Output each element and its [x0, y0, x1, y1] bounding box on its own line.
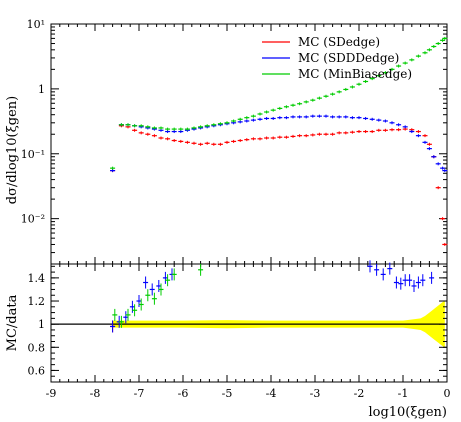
x-tick-label: 0	[444, 387, 451, 400]
series-mc-minbiasedge-	[110, 36, 448, 170]
ratio-y-tick-label: 0.6	[28, 364, 46, 377]
legend: MC (SDedge) MC (SDDDedge) MC (MinBiasedge)	[262, 35, 412, 81]
ratio-y-tick-label: 0.8	[28, 341, 46, 354]
ratio-panel: 0.6 0.8 1 1.2 1.4 -9 -8 -7 -6 -5 -4 -3 -2 -1 0 MC/data…	[5, 260, 451, 420]
ratio-series-mc-minbiasedge-	[112, 263, 204, 328]
ratio-y-tick-label: 1.4	[28, 272, 46, 285]
main-y-tick-label: 10⁻¹	[21, 148, 45, 161]
main-y-axis-title: dσ/dlog10(ξgen)	[5, 96, 20, 204]
x-tick-label: -6	[178, 387, 189, 400]
legend-label: MC (SDDDedge)	[298, 51, 399, 65]
x-tick-label: -5	[222, 387, 233, 400]
x-tick-label: -8	[90, 387, 101, 400]
ratio-y-tick-label: 1.2	[28, 295, 46, 308]
x-tick-label: -7	[134, 387, 145, 400]
main-y-tick-label: 1	[38, 83, 45, 96]
legend-label: MC (SDedge)	[298, 35, 380, 49]
x-tick-label: -2	[354, 387, 365, 400]
ratio-y-axis-title: MC/data	[5, 294, 20, 351]
x-tick-label: -3	[310, 387, 321, 400]
legend-label: MC (MinBiasedge)	[298, 67, 412, 81]
ratio-plot-frame	[50, 263, 448, 383]
x-axis-title: log10(ξgen)	[368, 405, 447, 420]
main-y-tick-label: 10⁻²	[21, 213, 45, 226]
series-mc-sdedge-	[110, 124, 448, 246]
x-tick-label: -4	[266, 387, 277, 400]
x-tick-label: -9	[46, 387, 57, 400]
x-tick-label: -1	[398, 387, 409, 400]
ratio-y-tick-label: 1	[38, 318, 45, 331]
main-y-tick-label: 10¹	[27, 18, 45, 31]
series-mc-sdddedge-	[110, 114, 448, 173]
